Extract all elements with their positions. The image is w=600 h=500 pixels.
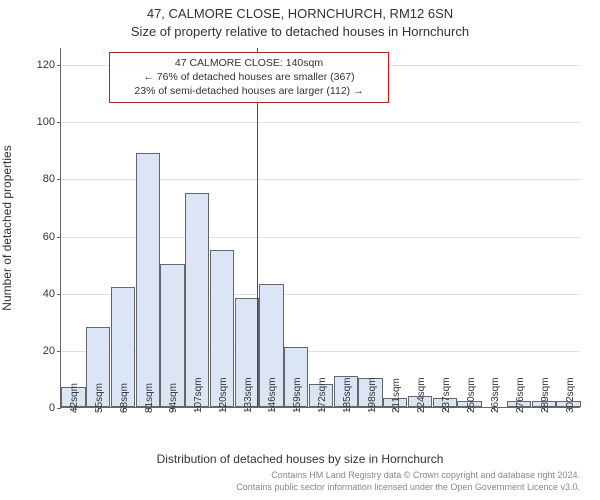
ytick-mark — [57, 179, 61, 180]
chart-title-line2: Size of property relative to detached ho… — [0, 24, 600, 39]
plot-area: 02040608010012042sqm55sqm68sqm81sqm94sqm… — [60, 48, 580, 408]
ytick-label: 40 — [43, 288, 55, 300]
xtick-label: 263sqm — [490, 377, 501, 413]
xtick-label: 276sqm — [515, 377, 526, 413]
ytick-label: 0 — [49, 402, 55, 414]
xtick-label: 120sqm — [218, 377, 229, 413]
ytick-mark — [57, 351, 61, 352]
annotation-line: 23% of semi-detached houses are larger (… — [116, 84, 382, 98]
xtick-label: 224sqm — [416, 377, 427, 413]
footer-line1: Contains HM Land Registry data © Crown c… — [60, 470, 580, 482]
annotation-line: ← 76% of detached houses are smaller (36… — [116, 70, 382, 84]
xtick-label: 68sqm — [119, 383, 130, 413]
xtick-label: 146sqm — [267, 377, 278, 413]
xtick-label: 302sqm — [565, 377, 576, 413]
ytick-mark — [57, 122, 61, 123]
xtick-label: 133sqm — [243, 377, 254, 413]
xtick-label: 42sqm — [69, 383, 80, 413]
ytick-label: 100 — [37, 116, 55, 128]
xtick-label: 250sqm — [466, 377, 477, 413]
xtick-label: 159sqm — [292, 377, 303, 413]
xtick-label: 185sqm — [342, 377, 353, 413]
ytick-mark — [57, 237, 61, 238]
footer-text: Contains HM Land Registry data © Crown c… — [60, 470, 580, 493]
histogram-bar — [136, 153, 160, 407]
ytick-label: 80 — [43, 173, 55, 185]
xtick-label: 237sqm — [441, 377, 452, 413]
ytick-label: 120 — [37, 59, 55, 71]
chart-container: 47, CALMORE CLOSE, HORNCHURCH, RM12 6SN … — [0, 0, 600, 500]
ytick-label: 60 — [43, 231, 55, 243]
chart-title-line1: 47, CALMORE CLOSE, HORNCHURCH, RM12 6SN — [0, 6, 600, 21]
y-axis-label: Number of detached properties — [0, 145, 14, 310]
x-axis-label: Distribution of detached houses by size … — [0, 452, 600, 466]
footer-line2: Contains public sector information licen… — [60, 482, 580, 494]
ytick-label: 20 — [43, 345, 55, 357]
xtick-label: 211sqm — [391, 378, 402, 413]
grid-line — [61, 122, 580, 123]
xtick-label: 107sqm — [193, 377, 204, 413]
ytick-mark — [57, 65, 61, 66]
xtick-label: 55sqm — [94, 383, 105, 413]
annotation-line: 47 CALMORE CLOSE: 140sqm — [116, 56, 382, 70]
ytick-mark — [57, 294, 61, 295]
histogram-bar — [185, 193, 209, 407]
xtick-label: 198sqm — [367, 377, 378, 413]
ytick-mark — [57, 408, 61, 409]
xtick-label: 172sqm — [317, 377, 328, 413]
xtick-label: 94sqm — [168, 383, 179, 413]
xtick-label: 81sqm — [144, 383, 155, 413]
annotation-box: 47 CALMORE CLOSE: 140sqm← 76% of detache… — [109, 52, 389, 103]
xtick-label: 289sqm — [540, 377, 551, 413]
